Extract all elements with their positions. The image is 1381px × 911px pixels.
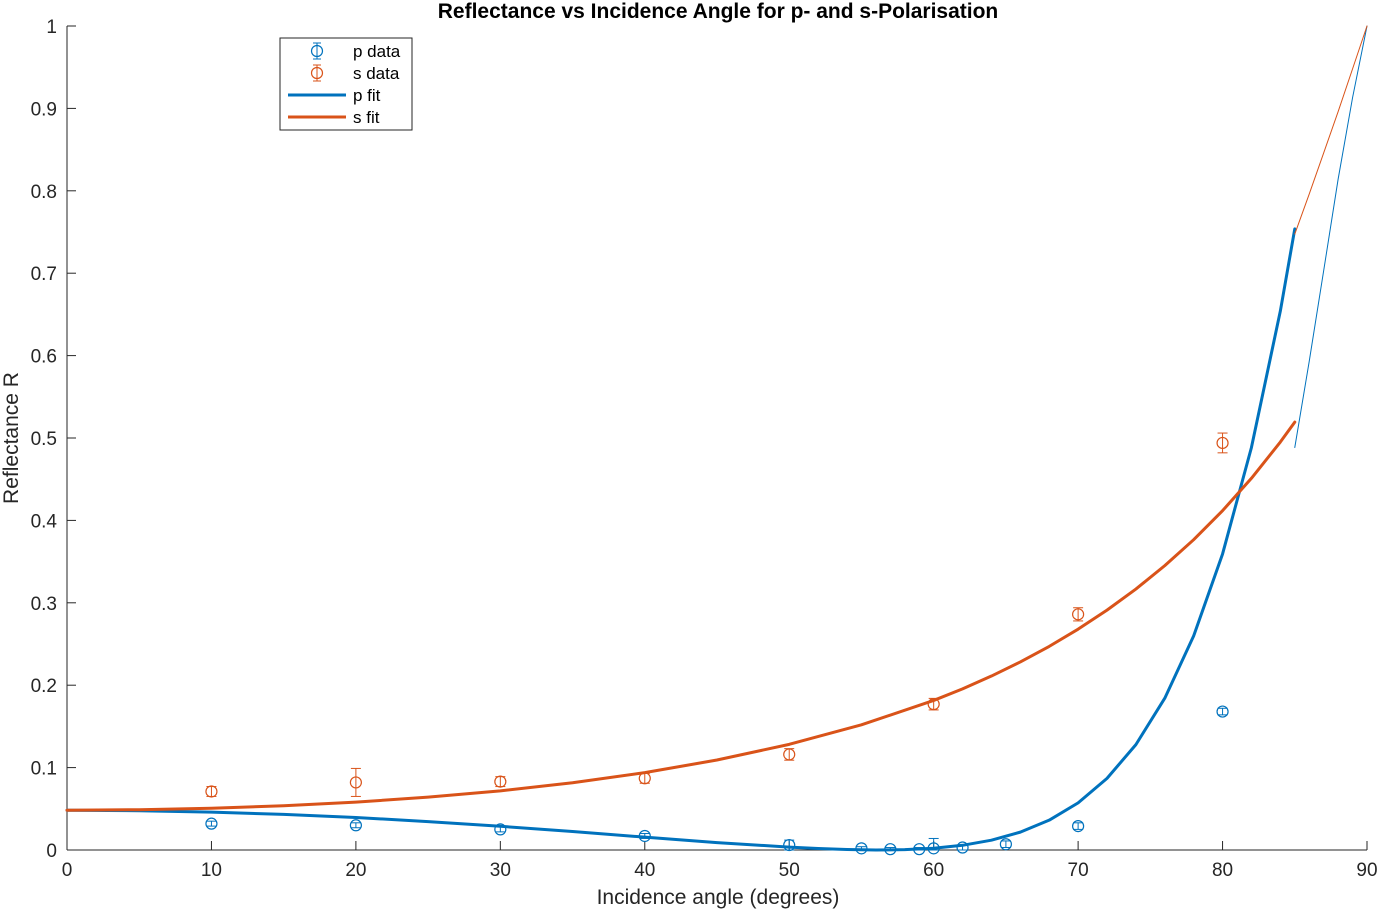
legend-label: p data — [353, 42, 401, 61]
p-data-point — [205, 817, 218, 830]
legend-label: s fit — [353, 108, 380, 127]
s-fit-line — [65, 420, 1297, 812]
y-tick-label: 0.7 — [31, 264, 57, 285]
s-data-marker — [783, 748, 796, 761]
p-data-marker — [205, 817, 218, 830]
p-data-point — [494, 823, 507, 836]
p-data-marker — [1072, 820, 1085, 833]
p-data-point — [855, 842, 868, 855]
x-tick-label: 50 — [779, 860, 800, 881]
x-tick-label: 90 — [1356, 860, 1377, 881]
y-tick-label: 0.2 — [31, 676, 57, 697]
y-axis-label: Reflectance R — [0, 372, 23, 504]
x-tick-label: 60 — [923, 860, 944, 881]
fit-extension-line — [1294, 25, 1368, 448]
legend-item: p fit — [288, 86, 381, 105]
legend: p data s data p fit s fit — [279, 37, 413, 131]
legend-box — [279, 37, 413, 131]
fit-extension-line — [1294, 25, 1368, 235]
s-data-point — [205, 785, 218, 798]
p-data-point — [884, 843, 897, 856]
p-data-point — [913, 843, 926, 856]
y-tick-label: 0.4 — [31, 511, 58, 532]
axes: 0 10 20 30 40 50 60 70 80 90 0 0.1 0.2 0.3 0.4 0.5 0.6 0.… — [31, 17, 1378, 881]
x-tick-label: 30 — [490, 860, 511, 881]
y-tick-label: 0.8 — [31, 182, 57, 203]
legend-item: p data — [310, 42, 401, 61]
legend-item: s data — [310, 64, 400, 83]
s-data-marker — [927, 698, 940, 711]
x-tick-label: 20 — [345, 860, 366, 881]
x-tick-label: 80 — [1212, 860, 1233, 881]
p-data-marker — [913, 843, 926, 856]
x-tick-label: 10 — [201, 860, 222, 881]
p-data-marker — [855, 842, 868, 855]
s-data-marker — [638, 772, 651, 785]
s-data-marker — [1072, 608, 1085, 621]
s-data-point — [494, 775, 507, 788]
y-tick-label: 0.6 — [31, 347, 57, 368]
s-data-point — [927, 697, 940, 711]
s-data-point — [349, 767, 362, 797]
p-data-point — [349, 819, 362, 832]
y-tick-label: 1 — [46, 17, 57, 38]
p-data-marker — [638, 829, 651, 843]
p-data-marker — [927, 842, 940, 855]
p-data-marker — [999, 838, 1012, 851]
p-data-point — [927, 837, 940, 855]
plot-lines — [65, 25, 1368, 852]
legend-item: s fit — [288, 108, 380, 127]
y-tick-label: 0.3 — [31, 594, 57, 615]
p-data-marker — [349, 819, 362, 832]
s-data-marker — [494, 775, 507, 788]
y-tick-label: 0.5 — [31, 429, 57, 450]
x-tick-label: 70 — [1068, 860, 1089, 881]
p-data-marker — [956, 841, 969, 854]
p-data-point — [956, 841, 969, 854]
s-data-marker — [349, 776, 362, 789]
p-data-marker — [783, 838, 796, 852]
y-tick-label: 0.9 — [31, 99, 57, 120]
p-data-point — [999, 838, 1012, 851]
legend-marker-symbol — [310, 44, 324, 58]
p-fit-line — [65, 227, 1297, 852]
s-data-point — [1216, 432, 1229, 454]
s-data-point — [783, 748, 796, 761]
plot-markers — [205, 432, 1229, 856]
legend-marker-symbol — [310, 66, 324, 80]
x-axis-label: Incidence angle (degrees) — [597, 886, 840, 909]
p-data-point — [1072, 820, 1085, 833]
s-data-point — [1072, 607, 1085, 622]
p-data-point — [638, 829, 651, 843]
p-data-point — [783, 838, 796, 852]
p-data-marker — [494, 823, 507, 836]
y-tick-label: 0 — [46, 841, 57, 862]
p-data-marker — [884, 843, 897, 856]
y-tick-label: 0.1 — [31, 759, 57, 780]
p-data-point — [1216, 705, 1229, 718]
x-tick-label: 40 — [634, 860, 655, 881]
s-data-marker — [1216, 436, 1229, 450]
legend-label: s data — [353, 64, 400, 83]
s-data-point — [638, 772, 651, 785]
x-tick-label: 0 — [62, 860, 73, 881]
chart-title: Reflectance vs Incidence Angle for p- an… — [438, 0, 999, 23]
legend-label: p fit — [353, 86, 381, 105]
s-data-marker — [205, 785, 218, 798]
p-data-marker — [1216, 705, 1229, 718]
